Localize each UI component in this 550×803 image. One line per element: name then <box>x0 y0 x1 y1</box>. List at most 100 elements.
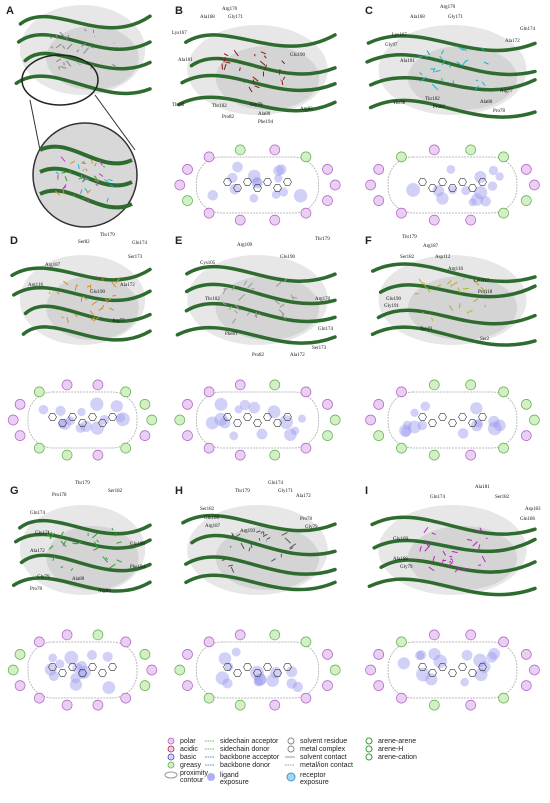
residue-disc <box>234 629 246 641</box>
ligand-ring <box>478 663 487 671</box>
ribbon <box>10 266 152 282</box>
residue-label: Phe194 <box>130 565 146 570</box>
ligand-bond <box>107 178 113 182</box>
ribbon <box>370 515 537 536</box>
ligand-exposure <box>470 419 483 432</box>
ligand-exposure <box>86 650 98 661</box>
residue-disc <box>365 179 376 191</box>
ligand-bond <box>106 197 109 203</box>
ligand-bond <box>223 57 226 63</box>
residue-label: Gly79 <box>250 103 263 108</box>
ligand-ring <box>68 413 77 421</box>
ligand-ring <box>58 669 67 677</box>
panel: E Arg109 Thr179 Cys105 Glu190 Thr102 Arg170 Phe… <box>174 235 341 461</box>
residue-label: Ser173 <box>312 346 327 351</box>
residue-disc <box>61 629 73 641</box>
ligand-bond <box>435 69 441 73</box>
residue-disc <box>120 692 132 704</box>
proximity-contour <box>27 641 138 699</box>
ligand-exposure <box>495 172 504 181</box>
ligand-exposure <box>102 651 113 662</box>
ligand-bond <box>89 286 92 291</box>
ligand-bond <box>48 291 51 294</box>
legend-symbol <box>164 771 178 779</box>
ligand-exposure <box>219 417 231 429</box>
ligand-bond <box>234 533 241 538</box>
ligand-exposure <box>48 671 59 682</box>
ligand-bond <box>475 85 480 90</box>
legend-symbol <box>287 745 295 753</box>
ribbon <box>378 283 537 299</box>
ribbon <box>39 144 133 166</box>
ligand-ring <box>428 184 437 192</box>
ligand-bond <box>418 278 424 285</box>
residue-disc <box>92 699 104 711</box>
residue-label: Ala172 <box>120 283 135 288</box>
ligand-bond <box>284 537 291 544</box>
residue-label: Pro118 <box>478 290 493 295</box>
ligand-exposure <box>90 397 104 411</box>
residue-label: Ser182 <box>200 507 215 512</box>
ligand-bond <box>260 51 267 55</box>
ligand-ring <box>418 663 427 671</box>
ligand-bond <box>457 46 464 51</box>
residue-disc <box>465 699 477 711</box>
ligand-ring <box>253 419 262 427</box>
ligand-bond <box>481 47 485 51</box>
residue-label: Gly169 <box>393 537 409 542</box>
legend-symbol <box>365 737 373 745</box>
residue-disc <box>92 629 104 641</box>
residue-disc <box>33 692 45 704</box>
ligand-ring <box>468 419 477 427</box>
ribbon <box>365 53 537 77</box>
residue-label: Ala172 <box>505 39 520 44</box>
ligand-bond <box>431 317 434 321</box>
ligand-bond <box>454 567 460 573</box>
residue-label: Glu190 <box>90 290 106 295</box>
ligand-bond <box>421 311 424 315</box>
residue-disc <box>520 195 532 206</box>
legend-label: metal complex <box>300 746 346 753</box>
ligand-bond <box>266 537 271 540</box>
residue-disc <box>120 636 132 648</box>
ligand-ring <box>458 663 467 671</box>
ligand-ring <box>418 178 427 186</box>
residue-disc <box>365 664 376 676</box>
residue-label: Ser173 <box>128 255 143 260</box>
residue-disc <box>300 386 312 398</box>
residue-label: Gln174 <box>318 327 334 332</box>
residue-disc <box>269 214 281 226</box>
ligand-bond <box>278 309 285 316</box>
ligand-exposure <box>487 421 502 436</box>
ligand-ring <box>428 669 437 677</box>
residue-label: Gly171 <box>228 15 244 20</box>
ligand-exposure <box>77 407 86 417</box>
ligand-ring <box>253 669 262 677</box>
residue-label: Ser2 <box>480 337 490 342</box>
legend-label: sidechain donor <box>220 746 270 753</box>
ligand-ring <box>48 413 57 421</box>
residue-label: Ser182 <box>400 255 415 260</box>
protein-surface <box>215 276 320 340</box>
ligand-ring <box>273 419 282 427</box>
legend-label: solvent contact <box>300 754 347 761</box>
ligand-bond <box>428 566 435 572</box>
ligand-bond <box>98 173 104 177</box>
residue-label: Arg187 <box>205 524 221 529</box>
ligand-bond <box>218 57 224 61</box>
ligand-bond <box>246 311 251 316</box>
ligand-bond <box>110 280 117 288</box>
residue-label: Gln174 <box>430 495 446 500</box>
residue-label: Pro82 <box>222 115 234 120</box>
legend-label: greasy <box>180 762 202 769</box>
residue-label: Ser82 <box>78 240 90 245</box>
ligand-exposure <box>486 651 498 663</box>
ligand-bond <box>49 532 56 540</box>
ribbon <box>39 188 133 210</box>
ligand-bond <box>446 280 452 285</box>
ligand-exposure <box>415 650 425 661</box>
ligand-bond <box>474 281 480 286</box>
residue-disc <box>300 151 312 163</box>
ligand-exposure <box>401 426 411 437</box>
ligand-exposure <box>399 424 412 437</box>
